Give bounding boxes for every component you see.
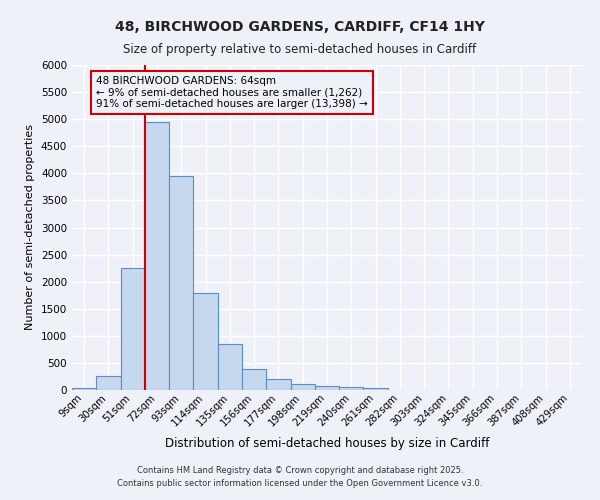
Text: Size of property relative to semi-detached houses in Cardiff: Size of property relative to semi-detach… — [124, 42, 476, 56]
Bar — [242, 369, 266, 390]
Bar — [72, 388, 96, 390]
Bar — [290, 384, 315, 390]
Y-axis label: Number of semi-detached properties: Number of semi-detached properties — [25, 124, 35, 330]
Bar — [96, 376, 121, 390]
Bar — [339, 387, 364, 390]
Text: 48, BIRCHWOOD GARDENS, CARDIFF, CF14 1HY: 48, BIRCHWOOD GARDENS, CARDIFF, CF14 1HY — [115, 20, 485, 34]
Bar — [266, 379, 290, 390]
X-axis label: Distribution of semi-detached houses by size in Cardiff: Distribution of semi-detached houses by … — [165, 436, 489, 450]
Text: 48 BIRCHWOOD GARDENS: 64sqm
← 9% of semi-detached houses are smaller (1,262)
91%: 48 BIRCHWOOD GARDENS: 64sqm ← 9% of semi… — [96, 76, 368, 109]
Bar — [315, 386, 339, 390]
Bar — [145, 122, 169, 390]
Text: Contains HM Land Registry data © Crown copyright and database right 2025.
Contai: Contains HM Land Registry data © Crown c… — [118, 466, 482, 487]
Bar — [121, 268, 145, 390]
Bar — [169, 176, 193, 390]
Bar — [193, 292, 218, 390]
Bar — [364, 388, 388, 390]
Bar — [218, 344, 242, 390]
